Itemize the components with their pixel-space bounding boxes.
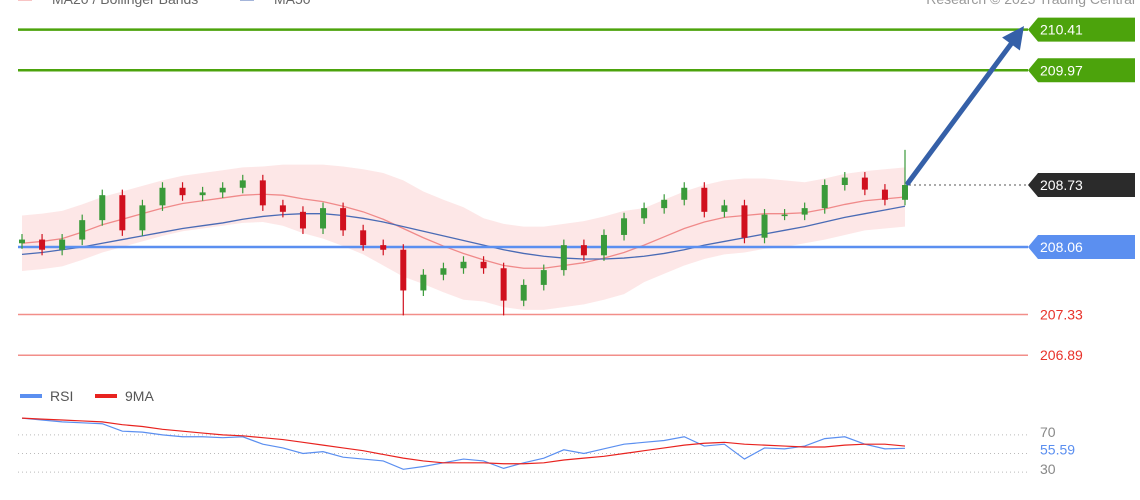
candle-body [380,245,387,250]
candle-body [881,189,888,200]
legend-label: 9MA [125,388,154,404]
rsi-line [21,417,906,470]
legend-label: MA50 [274,0,311,7]
ma-line [21,205,906,260]
candle-body [661,199,668,209]
candle-body [841,177,848,185]
candle-body [179,187,186,196]
candle-body [299,211,306,229]
y-tick-label: 70 [1040,424,1056,440]
candle-body [741,205,748,238]
credit: Research © 2025 Trading Central [926,0,1135,7]
candle-body [219,187,226,193]
candle-body [540,270,547,285]
level-label: 209.97 [1040,62,1083,78]
forecast-arrowhead [1002,26,1024,51]
candle-body [500,268,507,301]
candle-body [781,214,788,217]
legend-label: RSI [50,388,73,404]
candle-body [320,208,327,229]
candle-body [79,220,86,240]
candle-body [259,180,266,206]
level-label: 207.33 [1040,307,1083,323]
candle-body [19,239,25,244]
candle-body [821,185,828,209]
candle-body [701,187,708,212]
candle-body [340,208,347,231]
level-label: 206.89 [1040,347,1083,363]
candle-body [621,218,628,235]
candle-body [580,245,587,256]
rsi-last-value: 55.59 [1040,441,1075,457]
candle-body [199,192,206,196]
candle-body [239,180,246,188]
candle-body [861,177,868,190]
plot: 210.41 209.97 208.06 207.33 206.89 208.73 MA20… [18,0,1135,477]
candle-body [600,234,607,256]
level-label-box [1028,234,1135,259]
candle-body [360,230,367,246]
candle-body [902,185,908,200]
candle-body [480,261,487,269]
last-price-box [1028,173,1135,197]
candle-body [460,261,467,269]
rsi-line [21,417,906,465]
level-label: 210.41 [1040,22,1083,38]
candle-body [139,205,146,231]
candle-body [761,214,768,238]
candle-body [681,187,688,200]
candle-body [520,284,527,301]
candle-body [159,187,166,206]
candle-body [99,195,106,221]
candle-body [440,268,447,275]
candle-body [420,274,427,291]
level-label-box [1028,58,1135,83]
forecast-arrow [905,41,1014,186]
candle-body [721,205,728,212]
legend-label: MA20 / Bollinger Bands [52,0,198,7]
candle-body [39,239,46,250]
candle-body [801,208,808,215]
candle-body [279,205,286,212]
level-label-box [1028,17,1135,42]
candle-body [59,239,66,250]
ma-line [21,193,906,269]
candle-body [560,245,567,271]
level-label: 208.06 [1040,239,1083,255]
last-price-label: 208.73 [1040,177,1083,193]
candle-body [400,249,407,291]
candle-body [119,195,126,231]
candle-body [641,208,648,219]
y-tick-label: 30 [1040,461,1056,477]
